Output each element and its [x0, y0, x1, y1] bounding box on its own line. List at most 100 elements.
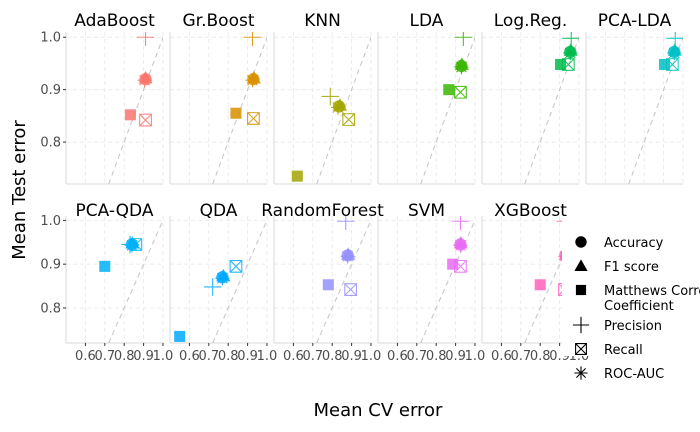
legend-label: Coefficient — [604, 299, 674, 314]
point-asterisk — [124, 238, 140, 253]
facet-label: SVM — [408, 201, 445, 221]
data-point — [344, 283, 358, 296]
y-tick-label: 1.0 — [40, 214, 61, 229]
facet-panel: SVM — [377, 201, 476, 344]
data-point — [247, 112, 260, 125]
data-point — [215, 271, 230, 286]
data-point — [447, 258, 459, 270]
data-point — [443, 84, 455, 96]
point-square-cross — [575, 343, 587, 355]
panel-grid — [274, 32, 372, 184]
x-tick-label: 0.8 — [530, 349, 551, 364]
legend-item: Accuracy — [575, 236, 664, 251]
data-point — [667, 45, 682, 61]
x-tick-label: 0.8 — [114, 349, 135, 364]
point-asterisk — [453, 238, 468, 253]
point-asterisk — [340, 249, 355, 264]
point-square — [322, 279, 334, 291]
data-point — [337, 216, 355, 231]
y-tick-label: 0.8 — [40, 301, 61, 316]
axis-ticks: 0.80.91.00.80.91.00.60.70.80.91.0 0.60.70… — [40, 31, 589, 364]
y-tick-label: 0.8 — [40, 136, 61, 151]
y-axis-title: Mean Test error — [9, 120, 30, 260]
point-plus — [562, 32, 579, 48]
point-square — [555, 58, 567, 71]
point-asterisk — [454, 59, 469, 75]
facet-label: Gr.Boost — [183, 11, 255, 31]
point-asterisk — [330, 100, 346, 115]
point-plus — [454, 32, 473, 47]
data-point — [562, 32, 579, 48]
data-point — [229, 259, 243, 273]
point-asterisk — [563, 45, 578, 61]
facet-label: PCA-LDA — [598, 11, 672, 31]
y-tick-label: 0.9 — [40, 258, 61, 273]
data-point — [659, 58, 671, 71]
data-point — [99, 260, 111, 272]
data-point — [136, 32, 155, 47]
facet-label: XGBoost — [494, 201, 567, 221]
x-tick-label: 0.8 — [322, 349, 343, 364]
point-asterisk — [137, 73, 152, 88]
x-tick-label: 0.7 — [94, 349, 115, 364]
facet-panel: RandomForest — [261, 201, 384, 344]
x-tick-label: 0.8 — [218, 349, 239, 364]
facet-panel: PCA-LDA — [585, 11, 684, 185]
x-tick-label: 0.9 — [133, 349, 154, 364]
point-asterisk — [215, 271, 230, 286]
facet-panel: PCA-QDA — [65, 201, 164, 344]
x-tick-label: 1.0 — [361, 349, 382, 364]
panel-grid — [66, 32, 164, 184]
point-square — [443, 84, 455, 96]
y-tick-label: 1.0 — [40, 31, 61, 46]
x-tick-label: 1.0 — [257, 349, 278, 364]
facet-panel: QDA — [169, 201, 268, 344]
data-point — [454, 59, 469, 75]
data-point — [174, 330, 186, 342]
facet-panel: KNN — [273, 11, 372, 185]
x-tick-label: 0.8 — [426, 349, 447, 364]
x-tick-label: 0.7 — [406, 349, 427, 364]
data-point — [245, 73, 260, 88]
point-plus — [203, 278, 222, 296]
x-tick-label: 0.7 — [302, 349, 323, 364]
point-plus — [572, 316, 590, 334]
data-point — [322, 279, 334, 291]
data-point — [454, 32, 473, 47]
point-square — [230, 107, 242, 119]
facet-label: LDA — [410, 11, 444, 31]
point-square-cross — [139, 113, 152, 127]
reference-diagonal — [420, 219, 475, 343]
panel-grid — [170, 216, 268, 343]
point-asterisk — [574, 366, 588, 380]
facet-panels: AdaBoost Gr.Boost KNN LDA Log.Reg. PCA-LDA PCA… — [65, 11, 684, 344]
point-asterisk — [667, 45, 682, 61]
legend-item: ROC-AUC — [574, 366, 664, 382]
point-square — [174, 330, 186, 342]
x-tick-label: 0.9 — [237, 349, 258, 364]
panel-grid — [482, 32, 580, 184]
data-point — [124, 238, 140, 253]
data-point — [137, 73, 152, 88]
point-square — [534, 279, 546, 291]
point-square — [575, 284, 587, 296]
panel-grid — [378, 216, 476, 343]
x-tick-label: 1.0 — [465, 349, 486, 364]
point-plus — [666, 32, 683, 48]
data-point — [243, 32, 262, 47]
point-square — [659, 58, 671, 71]
x-tick-label: 0.6 — [75, 349, 96, 364]
point-plus — [243, 32, 262, 47]
legend: Accuracy F1 score Matthews CorrelationCoef… — [562, 216, 700, 382]
reference-diagonal — [420, 35, 475, 184]
panel-grid — [274, 216, 372, 343]
data-point — [330, 100, 346, 115]
legend-label: F1 score — [604, 260, 659, 275]
data-point — [534, 279, 546, 291]
x-tick-label: 0.7 — [510, 349, 531, 364]
point-square-cross — [454, 259, 467, 273]
reference-diagonal — [108, 35, 163, 184]
point-square — [447, 258, 459, 270]
legend-item: Precision — [572, 316, 662, 334]
